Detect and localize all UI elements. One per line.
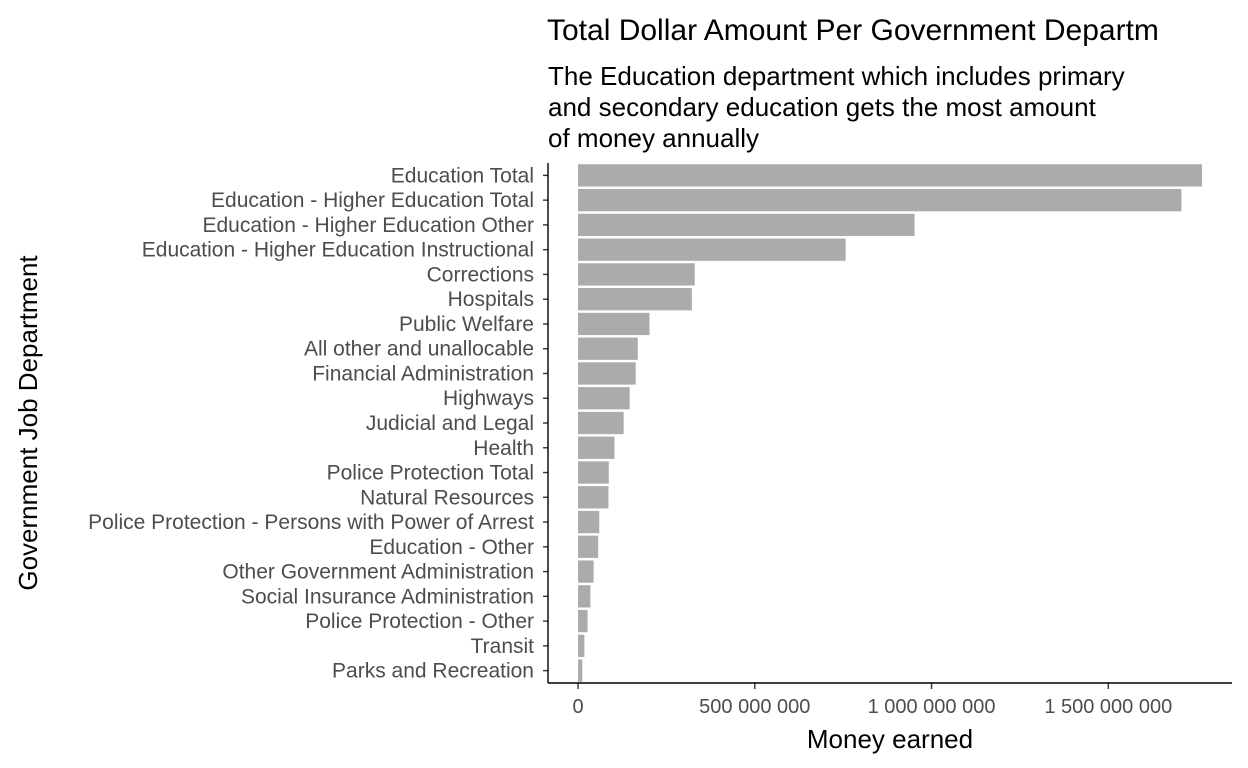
category-label: Transit	[471, 635, 535, 658]
bar	[578, 609, 588, 633]
category-label: Education - Higher Education Total	[211, 189, 534, 212]
bars-group	[578, 164, 1202, 682]
bar	[578, 288, 692, 311]
category-label: Judicial and Legal	[366, 412, 534, 435]
bar	[578, 560, 594, 583]
bar	[578, 436, 615, 459]
category-label: Social Insurance Administration	[241, 585, 534, 608]
bar	[578, 312, 650, 336]
category-label: Education - Other	[369, 536, 534, 559]
category-label: All other and unallocable	[304, 338, 534, 361]
chart-subtitle-line-3: of money annually	[548, 123, 759, 153]
category-label: Police Protection - Persons with Power o…	[88, 511, 534, 534]
bar	[578, 585, 591, 608]
y-axis-title: Government Job Department	[13, 255, 43, 591]
category-label: Education Total	[391, 164, 534, 187]
category-label: Health	[473, 437, 534, 460]
category-label: Education - Higher Education Instruction…	[142, 239, 534, 262]
x-tick-label: 500 000 000	[699, 696, 810, 718]
bar	[578, 486, 609, 509]
bar	[578, 461, 609, 484]
category-label: Hospitals	[448, 288, 534, 311]
bar	[578, 263, 695, 286]
chart-subtitle-line-2: and secondary education gets the most am…	[548, 92, 1097, 122]
chart-subtitle-line-1: The Education department which includes …	[548, 61, 1125, 91]
bar	[578, 238, 846, 261]
bar	[578, 535, 599, 558]
x-tick-label: 0	[572, 696, 583, 718]
bar	[578, 362, 636, 385]
category-label: Financial Administration	[312, 362, 534, 385]
category-label: Corrections	[427, 263, 534, 286]
x-tick-label: 1 500 000 000	[1044, 696, 1172, 718]
bar	[578, 387, 630, 410]
bar	[578, 659, 583, 682]
category-label: Natural Resources	[360, 486, 534, 509]
category-label: Police Protection Total	[327, 462, 534, 485]
category-label: Police Protection - Other	[305, 610, 534, 633]
bar	[578, 164, 1202, 187]
bar	[578, 411, 624, 435]
chart-title: Total Dollar Amount Per Government Depar…	[547, 14, 1159, 47]
bar	[578, 510, 600, 534]
x-axis-title: Money earned	[807, 724, 973, 754]
bar	[578, 189, 1182, 212]
category-label: Public Welfare	[399, 313, 534, 336]
category-label: Highways	[443, 387, 534, 410]
bar	[578, 213, 915, 237]
x-ticks-group: 0 500 000 000 1 000 000 000 1 500 000 000	[572, 683, 1172, 718]
category-label: Education - Higher Education Other	[202, 214, 534, 237]
bar	[578, 337, 638, 360]
x-tick-label: 1 000 000 000	[868, 696, 996, 718]
category-label: Other Government Administration	[222, 561, 534, 584]
bar	[578, 634, 585, 657]
category-label: Parks and Recreation	[332, 660, 534, 683]
